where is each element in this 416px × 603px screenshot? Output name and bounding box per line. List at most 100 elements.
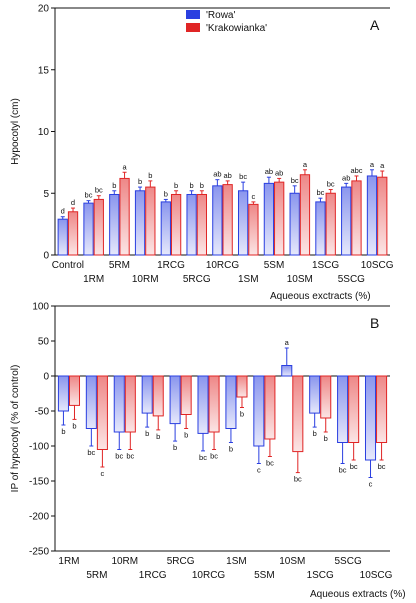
significance-letter: bc xyxy=(199,453,207,462)
panel-b-inhibition-chart: -250 -200 -150 -100 -50 0 50 100 IP of hypocotyl… xyxy=(10,302,406,601)
legend-label-rowa: 'Rowa' xyxy=(206,10,235,21)
x-axis-label: Aqueous extracts (%) xyxy=(310,589,406,600)
y-axis-label: Hypocotyl (cm) xyxy=(10,98,21,165)
y-tick-label: 0 xyxy=(43,372,49,383)
significance-letter: bc xyxy=(87,448,95,457)
bar-rowa xyxy=(141,375,153,414)
bar-krakowianka xyxy=(274,181,285,256)
significance-letter: b xyxy=(174,181,178,190)
significance-letter: bc xyxy=(350,462,358,471)
bar-krakowianka xyxy=(96,375,108,450)
significance-letter: bc xyxy=(294,475,302,484)
bar-rowa xyxy=(366,175,378,256)
bar-krakowianka xyxy=(180,375,192,415)
x-tick-label: 1SM xyxy=(226,556,247,567)
significance-letter: c xyxy=(369,480,373,489)
y-tick-label: -50 xyxy=(35,407,50,418)
y-tick-label: 20 xyxy=(38,4,50,15)
significance-letter: bc xyxy=(115,452,123,461)
bar-rowa xyxy=(341,186,352,256)
bar-krakowianka xyxy=(292,375,304,453)
bar-krakowianka xyxy=(236,375,248,398)
bar-rowa xyxy=(225,375,237,429)
significance-letter: b xyxy=(138,177,142,186)
significance-letter: bc xyxy=(210,452,218,461)
significance-letter: bc xyxy=(239,172,247,181)
significance-letter: b xyxy=(112,181,116,190)
significance-letter: b xyxy=(184,431,188,440)
bar-krakowianka xyxy=(145,186,156,256)
y-tick-label: 100 xyxy=(32,302,49,313)
x-tick-label: 1RCG xyxy=(157,260,185,271)
bar-krakowianka xyxy=(196,193,208,256)
legend: 'Rowa' 'Krakowianka' xyxy=(186,10,267,34)
bar-krakowianka xyxy=(222,184,233,256)
bar-rowa xyxy=(337,375,349,443)
y-tick-label: -250 xyxy=(29,547,49,558)
bar-krakowianka xyxy=(68,375,81,406)
bar-rowa xyxy=(253,375,265,447)
x-tick-label: 10RM xyxy=(111,556,138,567)
x-tick-label: 1RCG xyxy=(139,570,167,581)
x-tick-label: 10RCG xyxy=(192,570,226,581)
x-tick-label: 1RM xyxy=(58,556,79,567)
significance-letter: b xyxy=(190,181,194,190)
bar-krakowianka xyxy=(248,203,259,256)
significance-letter: d xyxy=(71,198,75,207)
bar-rowa xyxy=(83,202,94,256)
x-tick-label: 1RM xyxy=(83,274,104,285)
bar-rowa xyxy=(237,190,249,256)
y-tick-label: -150 xyxy=(29,477,49,488)
x-tick-label: 5SCG xyxy=(338,274,365,285)
bar-rowa xyxy=(57,375,69,412)
bar-rowa xyxy=(134,190,146,256)
significance-letter: b xyxy=(240,410,244,419)
significance-letter: b xyxy=(148,171,152,180)
significance-letter: b xyxy=(173,443,177,452)
significance-letter: b xyxy=(229,445,233,454)
bar-rowa xyxy=(364,375,377,461)
significance-letter: ab xyxy=(275,168,283,177)
bar-rowa xyxy=(281,365,293,377)
significance-letter: abc xyxy=(350,166,362,175)
x-tick-label: 5RM xyxy=(109,260,130,271)
x-tick-label: 1SCG xyxy=(307,570,334,581)
x-tick-label: 5SM xyxy=(264,260,285,271)
significance-letter: c xyxy=(101,469,105,478)
significance-letter: b xyxy=(72,421,76,430)
significance-letter: a xyxy=(285,338,290,347)
bar-krakowianka xyxy=(377,176,388,256)
bar-rowa xyxy=(85,375,97,429)
significance-letter: bc xyxy=(266,459,274,468)
significance-letter: a xyxy=(370,160,375,169)
bar-krakowianka xyxy=(320,375,332,419)
x-tick-label: 5RCG xyxy=(167,556,195,567)
legend-swatch-rowa xyxy=(186,10,200,19)
significance-letter: bc xyxy=(339,466,347,475)
x-tick-label: 10RCG xyxy=(206,260,240,271)
significance-letter: bc xyxy=(126,452,134,461)
significance-letter: a xyxy=(303,160,308,169)
significance-letter: ab xyxy=(213,170,221,179)
x-tick-label: 5RCG xyxy=(183,274,211,285)
significance-letter: b xyxy=(324,434,328,443)
significance-letter: bc xyxy=(85,191,93,200)
y-tick-label: 0 xyxy=(43,251,49,262)
y-tick-label: -100 xyxy=(29,442,49,453)
significance-letter: a xyxy=(380,161,385,170)
panel-letter: B xyxy=(370,315,379,331)
bar-krakowianka xyxy=(67,211,79,256)
bar-rowa xyxy=(289,192,300,256)
panel-letter: A xyxy=(370,17,380,33)
bar-krakowianka xyxy=(351,180,362,256)
y-tick-label: 10 xyxy=(38,127,50,138)
x-tick-label: 10SM xyxy=(287,274,313,285)
y-tick-label: 5 xyxy=(43,189,49,200)
bar-krakowianka xyxy=(325,192,336,256)
significance-letter: b xyxy=(200,181,204,190)
bar-rowa xyxy=(212,185,223,256)
significance-letter: bc xyxy=(95,186,103,195)
significance-letter: bc xyxy=(378,462,386,471)
